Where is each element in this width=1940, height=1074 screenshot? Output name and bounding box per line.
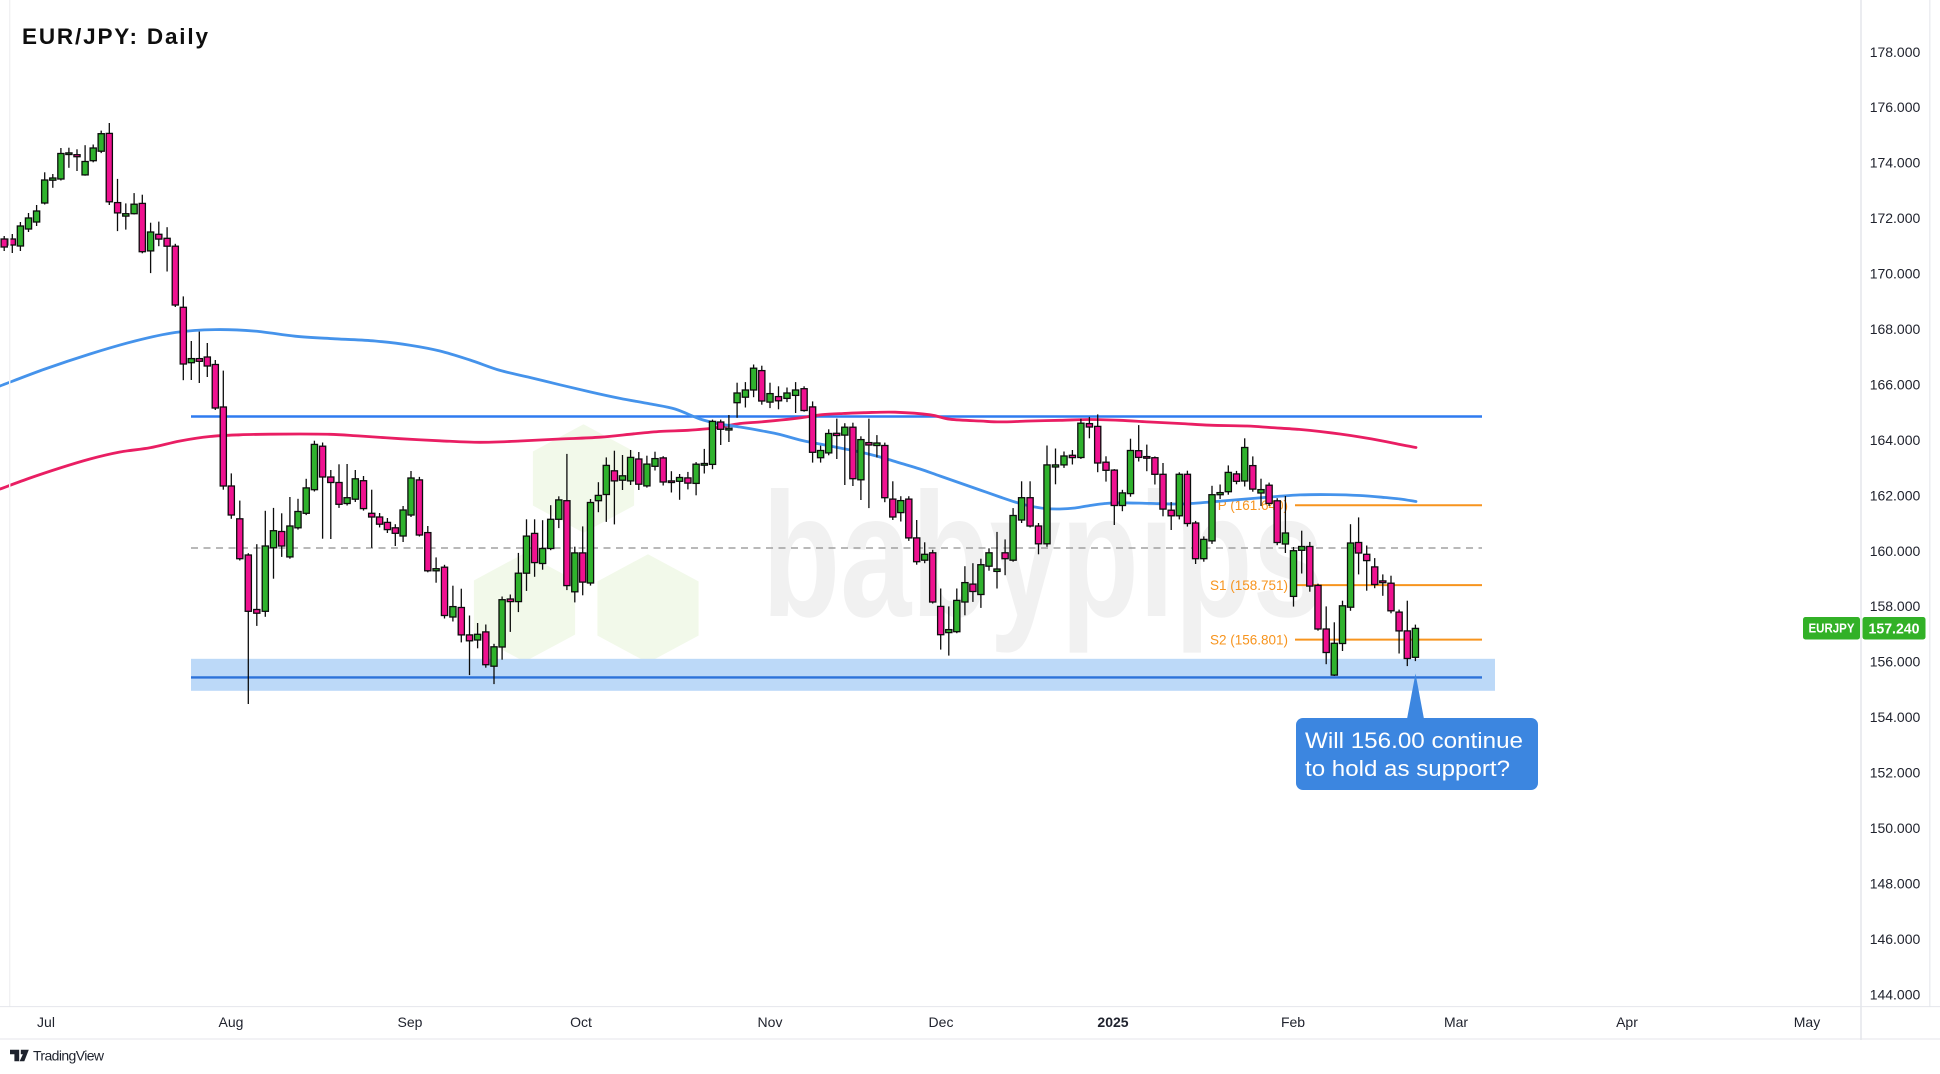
svg-text:Mar: Mar <box>1444 1014 1468 1030</box>
svg-text:Will 156.00 continue: Will 156.00 continue <box>1305 728 1523 753</box>
svg-text:178.000: 178.000 <box>1870 44 1921 60</box>
svg-text:150.000: 150.000 <box>1870 820 1921 836</box>
svg-text:148.000: 148.000 <box>1870 875 1921 891</box>
svg-text:Apr: Apr <box>1616 1014 1638 1030</box>
svg-text:Dec: Dec <box>929 1014 954 1030</box>
svg-text:Sep: Sep <box>398 1014 423 1030</box>
svg-text:Aug: Aug <box>219 1014 244 1030</box>
svg-text:160.000: 160.000 <box>1870 543 1921 559</box>
svg-text:to hold as support?: to hold as support? <box>1305 756 1510 781</box>
svg-text:May: May <box>1794 1014 1820 1030</box>
svg-text:164.000: 164.000 <box>1870 432 1921 448</box>
svg-text:babypips: babypips <box>762 456 1324 654</box>
svg-text:Jul: Jul <box>37 1014 55 1030</box>
svg-text:Feb: Feb <box>1281 1014 1305 1030</box>
svg-text:156.000: 156.000 <box>1870 654 1921 670</box>
svg-text:166.000: 166.000 <box>1870 376 1921 392</box>
svg-text:2025: 2025 <box>1097 1014 1128 1030</box>
svg-text:TradingView: TradingView <box>33 1048 105 1064</box>
svg-text:152.000: 152.000 <box>1870 765 1921 781</box>
svg-text:144.000: 144.000 <box>1870 986 1921 1002</box>
svg-text:172.000: 172.000 <box>1870 210 1921 226</box>
svg-text:146.000: 146.000 <box>1870 931 1921 947</box>
svg-text:S2 (156.801): S2 (156.801) <box>1210 633 1288 648</box>
svg-text:170.000: 170.000 <box>1870 266 1921 282</box>
svg-text:162.000: 162.000 <box>1870 487 1921 503</box>
svg-text:168.000: 168.000 <box>1870 321 1921 337</box>
svg-text:EUR/JPY: Daily: EUR/JPY: Daily <box>22 24 208 49</box>
svg-text:EURJPY: EURJPY <box>1809 621 1855 636</box>
svg-text:158.000: 158.000 <box>1870 598 1921 614</box>
svg-text:154.000: 154.000 <box>1870 709 1921 725</box>
svg-text:Nov: Nov <box>758 1014 783 1030</box>
svg-text:176.000: 176.000 <box>1870 99 1921 115</box>
svg-text:174.000: 174.000 <box>1870 155 1921 171</box>
svg-text:157.240: 157.240 <box>1869 622 1920 638</box>
svg-text:S1 (158.751): S1 (158.751) <box>1210 578 1288 593</box>
svg-text:Oct: Oct <box>570 1014 592 1030</box>
